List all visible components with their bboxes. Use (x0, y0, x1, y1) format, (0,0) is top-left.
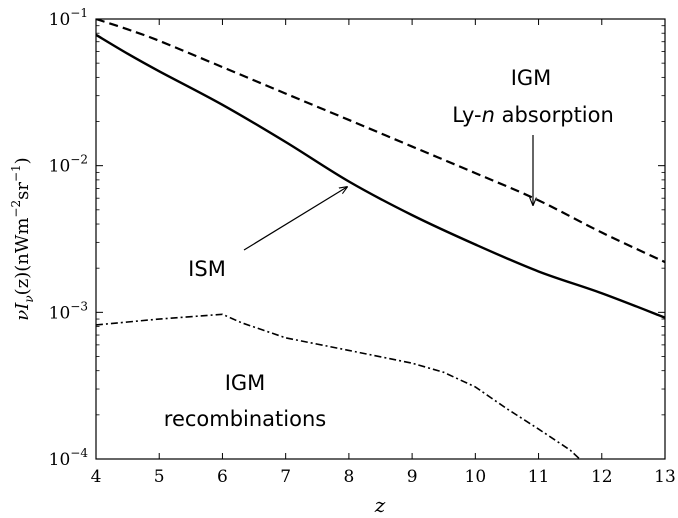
x-tick-label: 8 (343, 467, 354, 487)
x-tick-label: 6 (217, 467, 228, 487)
plot-frame (95, 18, 666, 460)
x-tick-label: 13 (654, 467, 676, 487)
y-axis-title: νIν(z)(nWm−2sr−1) (9, 157, 36, 320)
x-tick-label: 9 (407, 467, 418, 487)
series-line-igm-recombinations (96, 313, 581, 459)
x-tick-label: 11 (528, 467, 550, 487)
series-line-ism (96, 33, 665, 319)
series-line-igm-ly-n-absorption (96, 19, 665, 264)
ticks (95, 18, 666, 460)
labels-layer: 4 5 6 7 8 9 10 11 12 13 10−1 10−2 10−3 10−4 (49, 6, 676, 487)
y-axis-title-i: I (12, 302, 33, 311)
annotation-igm-lyn-line1: IGM (511, 66, 552, 90)
annotation-igm-lyn-line2: Ly-n absorption (452, 103, 614, 127)
annotation-lyn-suffix: absorption (495, 103, 614, 127)
y-tick-label: 10−3 (49, 299, 88, 323)
y-tick-label: 10−1 (49, 6, 88, 30)
y-axis-title-sub: ν (22, 295, 36, 302)
y-tick-label: 10−2 (49, 153, 88, 177)
annotation-lyn-n: n (482, 103, 495, 127)
annotation-lyn-prefix: Ly- (452, 103, 481, 127)
y-axis-title-nu: ν (12, 310, 33, 321)
y-axis-title-sr: sr (12, 182, 33, 200)
x-axis-title: z (374, 493, 386, 517)
annotation-ism: ISM (188, 257, 226, 281)
x-tick-label: 10 (465, 467, 487, 487)
y-axis-title-z: (z) (12, 272, 33, 296)
annotation-igm-recomb-line2: recombinations (164, 407, 326, 431)
y-axis-title-exp2: −1 (9, 164, 23, 182)
x-tick-label: 4 (91, 467, 102, 487)
y-axis-title-units-close: ) (12, 157, 33, 164)
x-tick-label: 7 (280, 467, 291, 487)
y-axis-title-exp1: −2 (9, 200, 23, 218)
y-tick-label: 10−4 (49, 446, 89, 470)
series-layer (96, 19, 665, 459)
annotation-igm-recomb-line1: IGM (225, 371, 266, 395)
y-axis-title-units-open: (nWm (12, 218, 33, 272)
x-tick-label: 5 (154, 467, 165, 487)
x-tick-label: 12 (591, 467, 613, 487)
annotation-arrow-ism (243, 187, 347, 251)
